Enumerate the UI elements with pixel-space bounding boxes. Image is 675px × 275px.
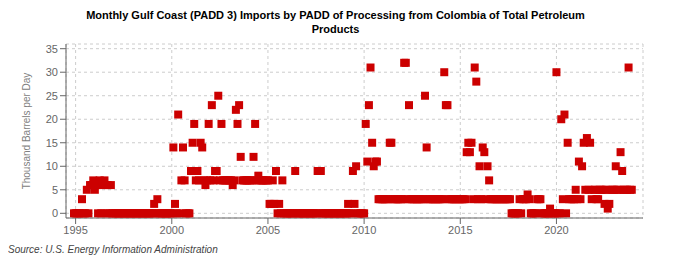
svg-text:20: 20 [46,113,58,125]
svg-text:2015: 2015 [448,224,472,236]
svg-text:30: 30 [46,66,58,78]
svg-text:10: 10 [46,160,58,172]
html-text:Source: U.S. Energy Informatio: Source: U.S. Energy Information Administ… [8,244,218,255]
svg-text:2020: 2020 [544,224,568,236]
svg-text:1995: 1995 [63,224,87,236]
svg-text:5: 5 [52,184,58,196]
svg-text:0: 0 [52,207,58,219]
svg-text:2000: 2000 [160,224,184,236]
svg-text:25: 25 [46,90,58,102]
svg-text:35: 35 [46,43,58,55]
svg-text:2010: 2010 [352,224,376,236]
svg-text:15: 15 [46,137,58,149]
svg-text:2005: 2005 [256,224,280,236]
html-text:Monthly Gulf Coast (PADD 3) Im: Monthly Gulf Coast (PADD 3) Imports by P… [86,9,585,35]
svg-text:Thousand Barrels per Day: Thousand Barrels per Day [21,73,32,190]
